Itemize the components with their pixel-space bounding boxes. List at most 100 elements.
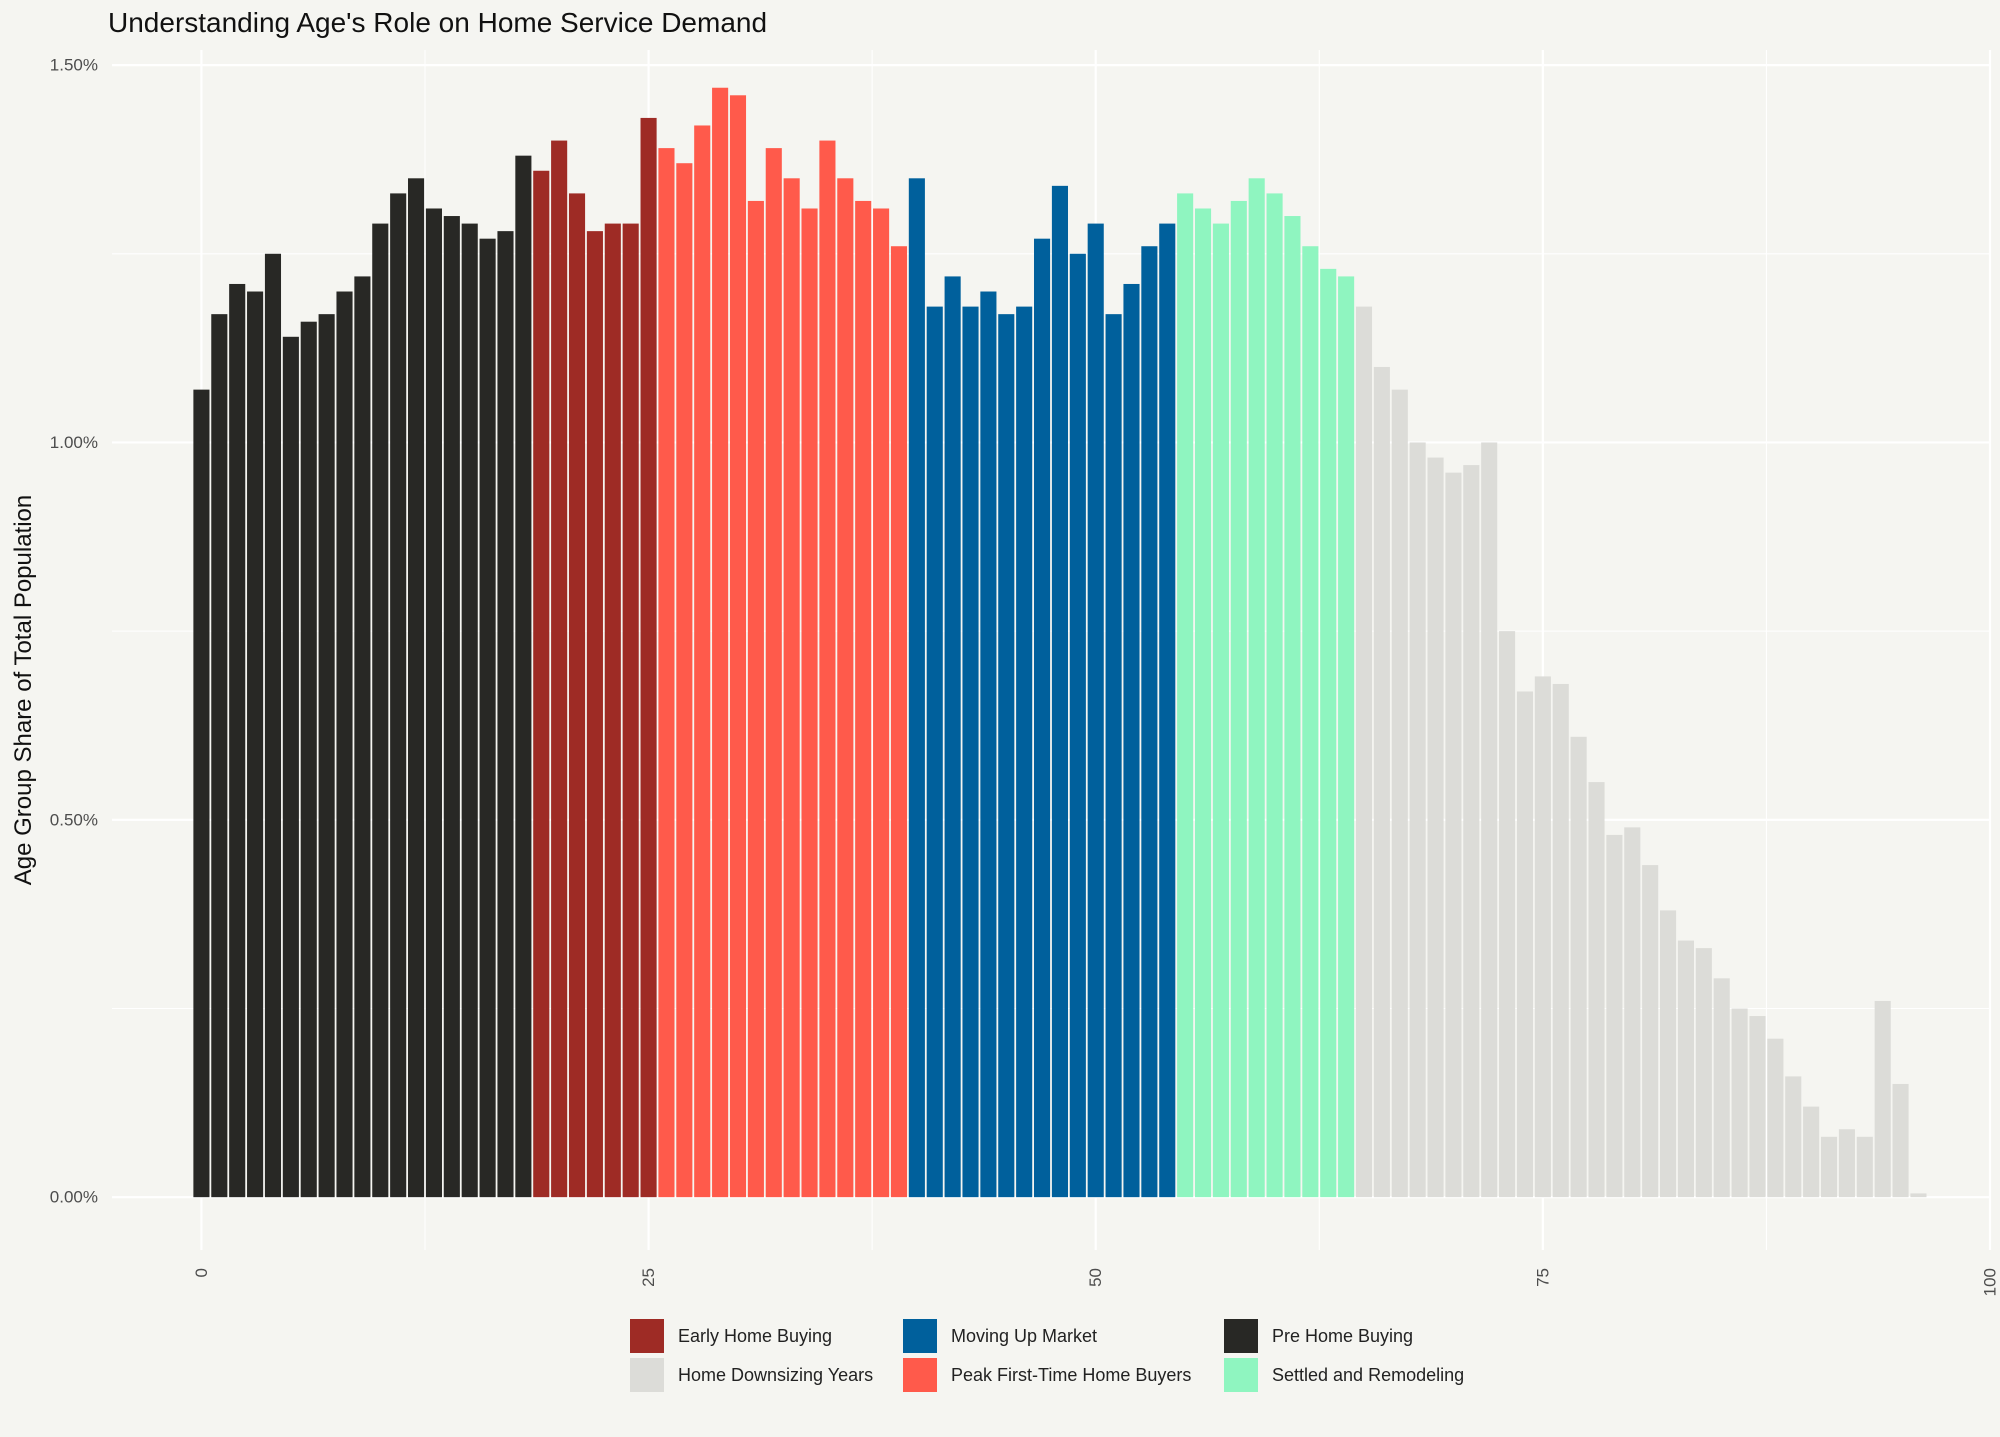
bar-age-40 xyxy=(908,178,925,1198)
bar-age-27 xyxy=(676,163,693,1198)
bar-age-87 xyxy=(1749,1016,1766,1198)
bar-age-84 xyxy=(1695,948,1712,1198)
bar-age-79 xyxy=(1606,834,1623,1198)
bar-age-49 xyxy=(1069,253,1086,1198)
legend-label-moving: Moving Up Market xyxy=(951,1326,1097,1346)
x-tick-label: 100 xyxy=(1981,1268,2000,1296)
legend-swatch-peak xyxy=(903,1358,937,1392)
bar-age-66 xyxy=(1373,366,1390,1198)
bar-age-6 xyxy=(300,321,317,1198)
x-tick-label: 0 xyxy=(192,1268,211,1277)
bar-age-34 xyxy=(801,208,818,1198)
bar-age-30 xyxy=(729,95,747,1198)
y-tick-label: 1.50% xyxy=(50,56,98,75)
bar-age-63 xyxy=(1320,268,1337,1198)
legend-label-settled: Settled and Remodeling xyxy=(1272,1365,1464,1385)
bar-age-25 xyxy=(640,117,657,1198)
bar-age-18 xyxy=(515,155,532,1198)
bar-age-33 xyxy=(783,178,800,1198)
bar-age-67 xyxy=(1391,389,1408,1198)
legend: Early Home Buying Home Downsizing Years Mo… xyxy=(630,1319,1464,1392)
bar-age-57 xyxy=(1212,223,1229,1198)
bar-age-48 xyxy=(1051,185,1068,1198)
bar-age-19 xyxy=(533,170,550,1198)
legend-label-peak: Peak First-Time Home Buyers xyxy=(951,1365,1191,1385)
bar-age-91 xyxy=(1820,1136,1838,1198)
bar-age-76 xyxy=(1552,683,1569,1198)
bar-age-29 xyxy=(712,87,729,1198)
bar-age-78 xyxy=(1588,782,1605,1198)
legend-swatch-settled xyxy=(1224,1358,1258,1392)
bar-age-41 xyxy=(926,306,943,1198)
bar-age-85 xyxy=(1713,978,1730,1198)
bar-age-14 xyxy=(443,216,460,1198)
legend-label-down: Home Downsizing Years xyxy=(678,1365,873,1385)
bar-age-7 xyxy=(318,314,335,1198)
legend-label-pre: Pre Home Buying xyxy=(1272,1326,1413,1346)
bar-age-35 xyxy=(819,140,836,1198)
bar-age-37 xyxy=(855,200,872,1198)
bar-age-3 xyxy=(247,291,264,1198)
bar-age-75 xyxy=(1534,676,1551,1198)
bar-age-69 xyxy=(1427,457,1444,1198)
bar-age-54 xyxy=(1159,223,1176,1198)
bar-age-13 xyxy=(425,208,442,1198)
bar-age-26 xyxy=(658,148,675,1198)
bar-age-46 xyxy=(1016,306,1033,1198)
legend-label-early: Early Home Buying xyxy=(678,1326,832,1346)
y-axis-title: Age Group Share of Total Population xyxy=(10,495,37,886)
bar-age-71 xyxy=(1463,465,1480,1198)
bar-age-64 xyxy=(1338,276,1355,1198)
bar-age-42 xyxy=(944,276,961,1198)
bar-age-24 xyxy=(622,223,639,1198)
bar-age-11 xyxy=(390,193,407,1198)
bar-age-36 xyxy=(837,178,854,1198)
bar-age-10 xyxy=(372,223,389,1198)
legend-item-early: Early Home Buying xyxy=(630,1319,832,1353)
bar-age-20 xyxy=(551,140,568,1198)
bar-age-1 xyxy=(211,314,228,1198)
bar-age-94 xyxy=(1874,1000,1891,1198)
bars xyxy=(193,87,1927,1198)
bar-age-47 xyxy=(1034,238,1051,1198)
bar-age-38 xyxy=(873,208,890,1198)
legend-item-peak: Peak First-Time Home Buyers xyxy=(903,1358,1191,1392)
bar-age-9 xyxy=(354,276,371,1198)
bar-age-15 xyxy=(461,223,478,1198)
bar-age-86 xyxy=(1731,1008,1748,1198)
y-tick-label: 0.00% xyxy=(50,1188,98,1207)
bar-age-55 xyxy=(1177,193,1194,1198)
legend-swatch-early xyxy=(630,1319,664,1353)
legend-item-pre: Pre Home Buying xyxy=(1224,1319,1413,1353)
bar-age-92 xyxy=(1838,1129,1855,1198)
legend-item-down: Home Downsizing Years xyxy=(630,1358,873,1392)
x-tick-label: 75 xyxy=(1533,1268,1552,1287)
y-tick-label: 0.50% xyxy=(50,810,98,829)
bar-age-80 xyxy=(1624,827,1641,1198)
bar-age-77 xyxy=(1570,736,1587,1198)
bar-age-12 xyxy=(408,178,425,1198)
bar-age-39 xyxy=(890,246,908,1198)
bar-age-62 xyxy=(1302,246,1319,1198)
bar-age-73 xyxy=(1499,631,1516,1198)
bar-age-43 xyxy=(962,306,979,1198)
bar-age-52 xyxy=(1123,283,1140,1198)
bar-age-17 xyxy=(497,231,514,1198)
bar-age-83 xyxy=(1677,940,1694,1198)
bar-age-4 xyxy=(264,253,282,1198)
bar-age-60 xyxy=(1266,193,1283,1198)
bar-age-56 xyxy=(1194,208,1212,1198)
legend-item-settled: Settled and Remodeling xyxy=(1224,1358,1464,1392)
bar-age-93 xyxy=(1856,1136,1873,1198)
y-axis-ticks: 0.00% 0.50% 1.00% 1.50% xyxy=(50,56,98,1207)
bar-age-45 xyxy=(998,314,1015,1198)
legend-swatch-moving xyxy=(903,1319,937,1353)
bar-age-44 xyxy=(980,291,997,1198)
bar-age-28 xyxy=(694,125,711,1198)
bar-age-68 xyxy=(1409,442,1426,1198)
bar-age-89 xyxy=(1785,1076,1802,1198)
bar-age-96 xyxy=(1910,1193,1927,1198)
bar-age-5 xyxy=(282,336,299,1198)
